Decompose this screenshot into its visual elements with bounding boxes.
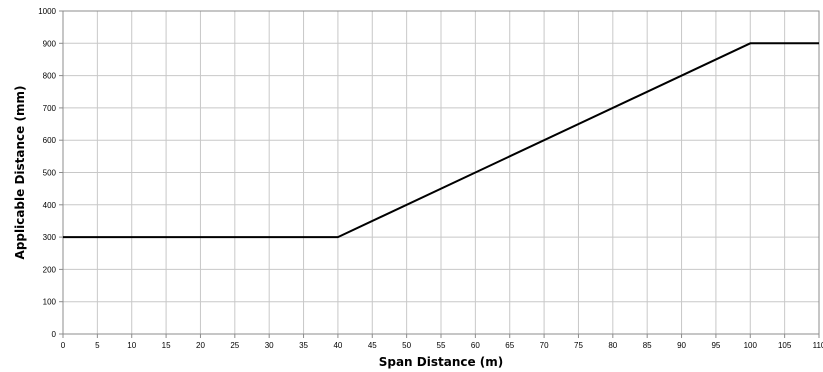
- y-tick-label: 200: [43, 265, 57, 274]
- plot-area-frame: [62, 10, 820, 335]
- x-tick-label: 15: [162, 341, 171, 350]
- y-tick-label: 300: [43, 233, 57, 242]
- x-tick-label: 85: [643, 341, 652, 350]
- x-tick-label: 20: [196, 341, 205, 350]
- y-axis-title: Applicable Distance (mm): [13, 86, 27, 260]
- x-tick-label: 105: [778, 341, 792, 350]
- x-tick-label: 55: [437, 341, 446, 350]
- y-tick-label: 700: [43, 104, 57, 113]
- x-tick-label: 100: [744, 341, 758, 350]
- x-axis-ticks: 0 5 10 15 20 25 30 35 40 45 50 55 60 65 70 75 80 85 90 95 10…: [61, 334, 823, 350]
- x-tick-label: 30: [265, 341, 274, 350]
- x-tick-label: 35: [299, 341, 308, 350]
- x-tick-label: 45: [368, 341, 377, 350]
- grid-lines: [62, 10, 820, 335]
- y-tick-label: 100: [43, 298, 57, 307]
- series-line: [63, 42, 819, 239]
- x-tick-label: 25: [230, 341, 239, 350]
- x-axis-title: Span Distance (m): [379, 355, 504, 369]
- x-tick-label: 70: [540, 341, 549, 350]
- y-tick-label: 0: [52, 330, 57, 339]
- x-tick-label: 10: [127, 341, 136, 350]
- series-group: [63, 42, 819, 239]
- x-tick-label: 65: [505, 341, 514, 350]
- x-tick-label: 50: [402, 341, 411, 350]
- y-tick-label: 1000: [38, 7, 56, 16]
- y-tick-label: 900: [43, 39, 57, 48]
- x-tick-label: 40: [333, 341, 342, 350]
- y-tick-label: 500: [43, 169, 57, 178]
- x-tick-label: 75: [574, 341, 583, 350]
- y-tick-label: 600: [43, 136, 57, 145]
- x-tick-label: 5: [95, 341, 100, 350]
- y-tick-label: 800: [43, 72, 57, 81]
- x-tick-label: 80: [608, 341, 617, 350]
- x-tick-label: 60: [471, 341, 480, 350]
- x-tick-label: 90: [677, 341, 686, 350]
- x-tick-label: 0: [61, 341, 66, 350]
- y-axis-ticks: 0 100 200 300 400 500 600 700 800 900 1000: [38, 7, 63, 339]
- y-tick-label: 400: [43, 201, 57, 210]
- x-tick-label: 110: [813, 341, 823, 350]
- x-tick-label: 95: [711, 341, 720, 350]
